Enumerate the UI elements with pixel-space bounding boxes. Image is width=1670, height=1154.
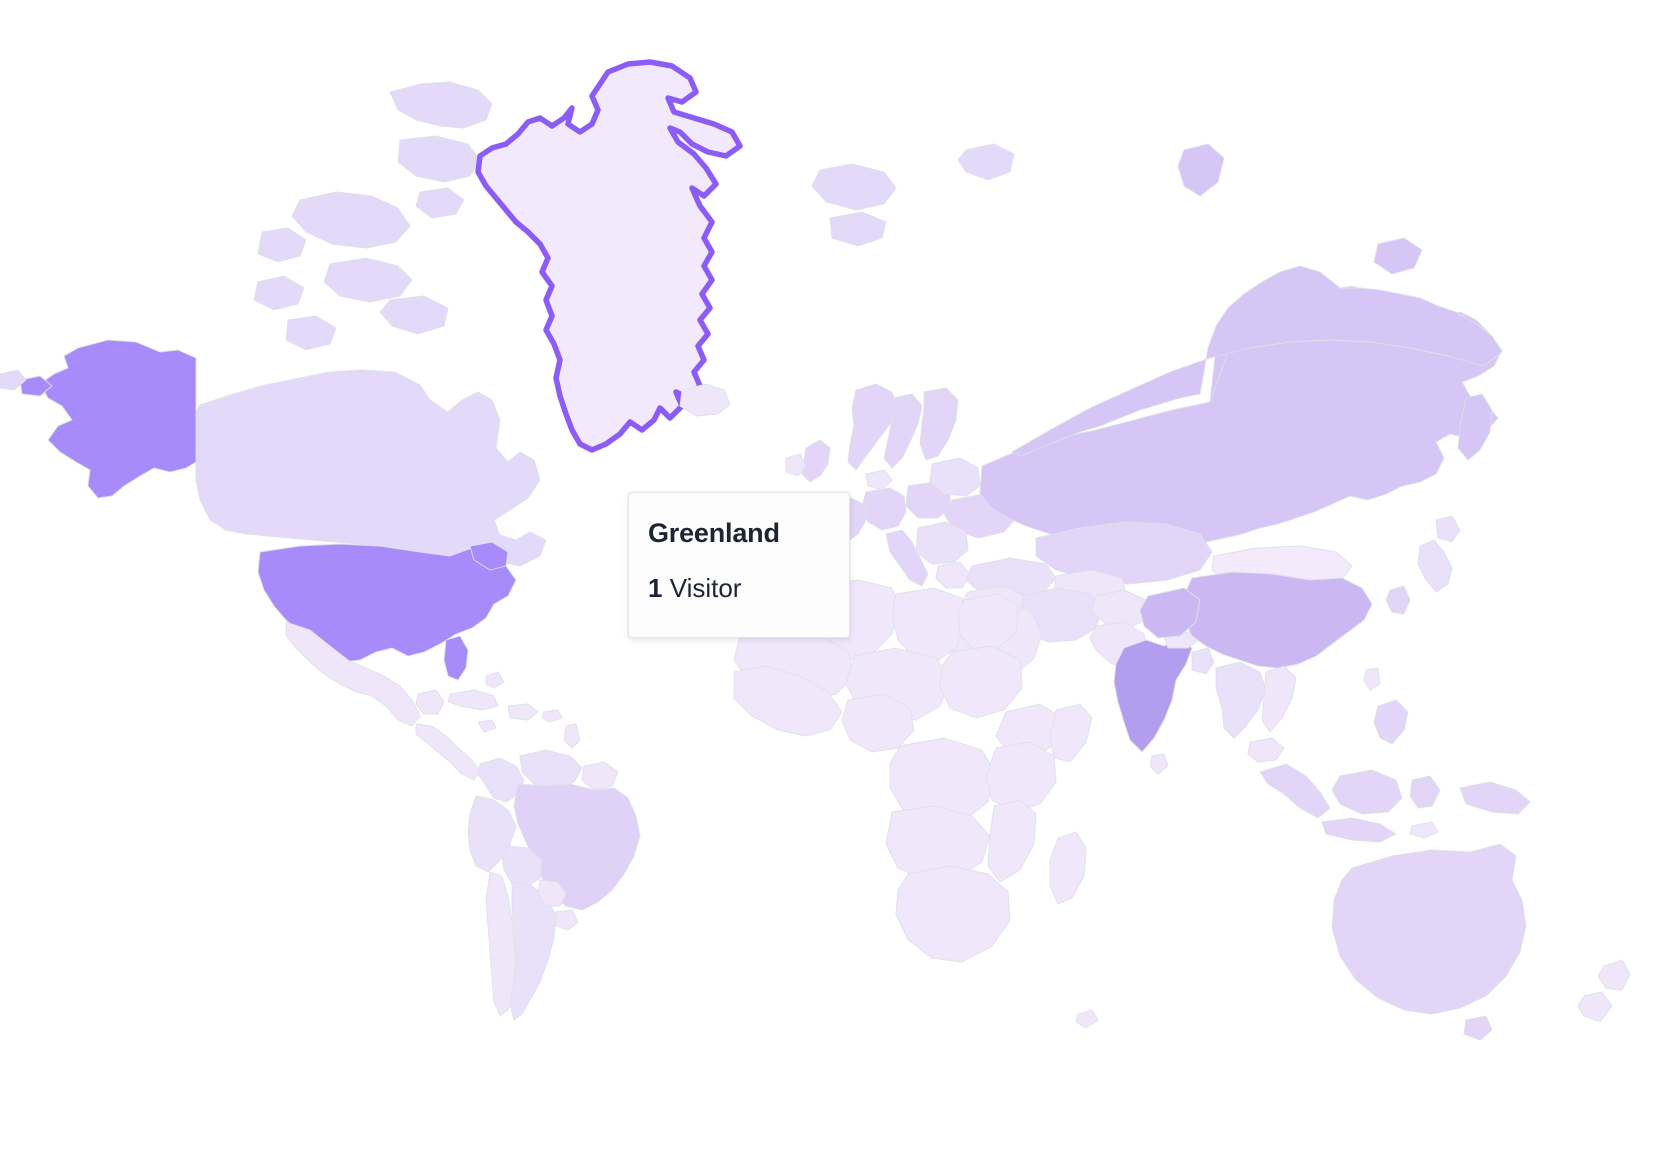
country-canada-arctic[interactable] <box>389 81 493 129</box>
country-usa-northeast[interactable] <box>469 541 509 571</box>
country-sulawesi[interactable] <box>1409 775 1441 809</box>
country-russia-kamchatka[interactable] <box>1457 393 1493 461</box>
country-australia[interactable] <box>1331 843 1527 1015</box>
country-india[interactable] <box>1113 639 1193 753</box>
country-greece[interactable] <box>935 561 971 589</box>
country-malaysia[interactable] <box>1247 737 1285 763</box>
country-canada[interactable] <box>185 369 547 567</box>
country-venezuela[interactable] <box>519 749 583 789</box>
country-uruguay[interactable] <box>555 909 579 931</box>
country-nigeria[interactable] <box>841 693 915 753</box>
country-arctic-islands-ru[interactable] <box>811 163 897 211</box>
country-canada-arctic-8[interactable] <box>285 315 337 351</box>
country-west-africa[interactable] <box>733 665 843 737</box>
country-bangladesh[interactable] <box>1191 647 1215 675</box>
country-guyanas[interactable] <box>581 761 619 791</box>
country-usa-florida[interactable] <box>443 635 469 681</box>
country-philippines[interactable] <box>1373 699 1409 745</box>
tooltip-metric-space <box>662 573 669 603</box>
country-cuba[interactable] <box>447 689 499 711</box>
country-canada-arctic-6[interactable] <box>253 275 305 311</box>
country-nz-south[interactable] <box>1577 991 1613 1023</box>
country-somalia[interactable] <box>1049 703 1093 763</box>
country-timor[interactable] <box>1409 821 1439 839</box>
country-kenya-tanzania[interactable] <box>985 741 1057 813</box>
country-mexico[interactable] <box>285 621 421 727</box>
map-tooltip: Greenland 1 Visitor <box>628 492 850 638</box>
country-denmark[interactable] <box>865 469 893 491</box>
country-finland[interactable] <box>919 387 959 461</box>
country-myanmar-thailand[interactable] <box>1215 661 1267 739</box>
country-korea[interactable] <box>1385 585 1411 615</box>
country-chile[interactable] <box>485 871 517 1017</box>
tooltip-metric-value: 1 <box>648 572 663 603</box>
country-greenland[interactable] <box>475 59 743 453</box>
country-hispaniola[interactable] <box>507 703 539 721</box>
country-tasmania[interactable] <box>1463 1015 1493 1041</box>
country-central-america[interactable] <box>415 723 481 781</box>
country-severnaya[interactable] <box>1373 237 1423 275</box>
country-sudan[interactable] <box>939 645 1023 719</box>
country-canada-arctic-3[interactable] <box>291 191 411 249</box>
country-uk[interactable] <box>801 439 831 483</box>
country-indonesia-java[interactable] <box>1321 817 1397 843</box>
country-novaya-zemlya[interactable] <box>1177 143 1225 197</box>
country-canada-arctic-4[interactable] <box>257 227 307 263</box>
country-ethiopia[interactable] <box>995 703 1063 757</box>
country-alaska-islands-2[interactable] <box>0 369 27 391</box>
country-mozambique[interactable] <box>987 799 1037 883</box>
country-kazakhstan[interactable] <box>1035 521 1213 585</box>
country-china[interactable] <box>1181 571 1373 669</box>
tooltip-metric: 1 Visitor <box>648 572 849 603</box>
country-alaska[interactable] <box>39 339 197 499</box>
country-borneo[interactable] <box>1331 769 1403 815</box>
country-jamaica[interactable] <box>477 719 497 733</box>
country-mexico-yucatan[interactable] <box>415 689 445 715</box>
country-colombia[interactable] <box>477 757 525 803</box>
country-madagascar[interactable] <box>1049 831 1087 905</box>
country-canada-arctic-5[interactable] <box>323 257 413 303</box>
country-libya[interactable] <box>891 587 967 663</box>
tooltip-metric-label: Visitor <box>669 572 742 603</box>
country-balkans[interactable] <box>915 521 969 565</box>
country-italy[interactable] <box>885 529 929 587</box>
country-canada-arctic-9[interactable] <box>415 187 465 219</box>
country-afghanistan[interactable] <box>1091 589 1149 629</box>
country-vietnam[interactable] <box>1261 665 1297 733</box>
country-egypt[interactable] <box>957 593 1019 651</box>
country-japan-north[interactable] <box>1435 515 1461 543</box>
country-iceland[interactable] <box>679 383 731 417</box>
country-japan[interactable] <box>1417 539 1453 593</box>
country-norway[interactable] <box>847 383 899 471</box>
country-svalbard[interactable] <box>957 143 1015 181</box>
country-falklands[interactable] <box>1075 1009 1099 1029</box>
country-argentina[interactable] <box>509 881 557 1021</box>
country-alaska-islands[interactable] <box>19 375 53 397</box>
country-sweden[interactable] <box>883 393 923 469</box>
country-sri-lanka[interactable] <box>1149 753 1169 775</box>
country-canada-arctic-2[interactable] <box>397 135 481 183</box>
country-png[interactable] <box>1459 781 1531 815</box>
country-taiwan[interactable] <box>1363 667 1381 691</box>
country-belarus-baltics[interactable] <box>929 457 981 497</box>
country-germany[interactable] <box>861 487 907 531</box>
country-lesser-antilles[interactable] <box>563 723 581 749</box>
country-paraguay[interactable] <box>537 879 567 907</box>
country-indonesia-sumatra[interactable] <box>1259 763 1331 819</box>
country-china-west[interactable] <box>1139 587 1201 639</box>
country-arctic-islands-ru2[interactable] <box>829 211 887 247</box>
tooltip-country-name: Greenland <box>648 518 780 548</box>
country-russia-north[interactable] <box>1011 265 1503 457</box>
country-bahamas[interactable] <box>485 671 505 689</box>
country-puerto-rico[interactable] <box>541 709 563 723</box>
country-canada-arctic-7[interactable] <box>379 295 449 335</box>
country-southern-africa[interactable] <box>895 865 1011 963</box>
country-ireland[interactable] <box>785 453 807 477</box>
country-nz-north[interactable] <box>1597 959 1631 991</box>
